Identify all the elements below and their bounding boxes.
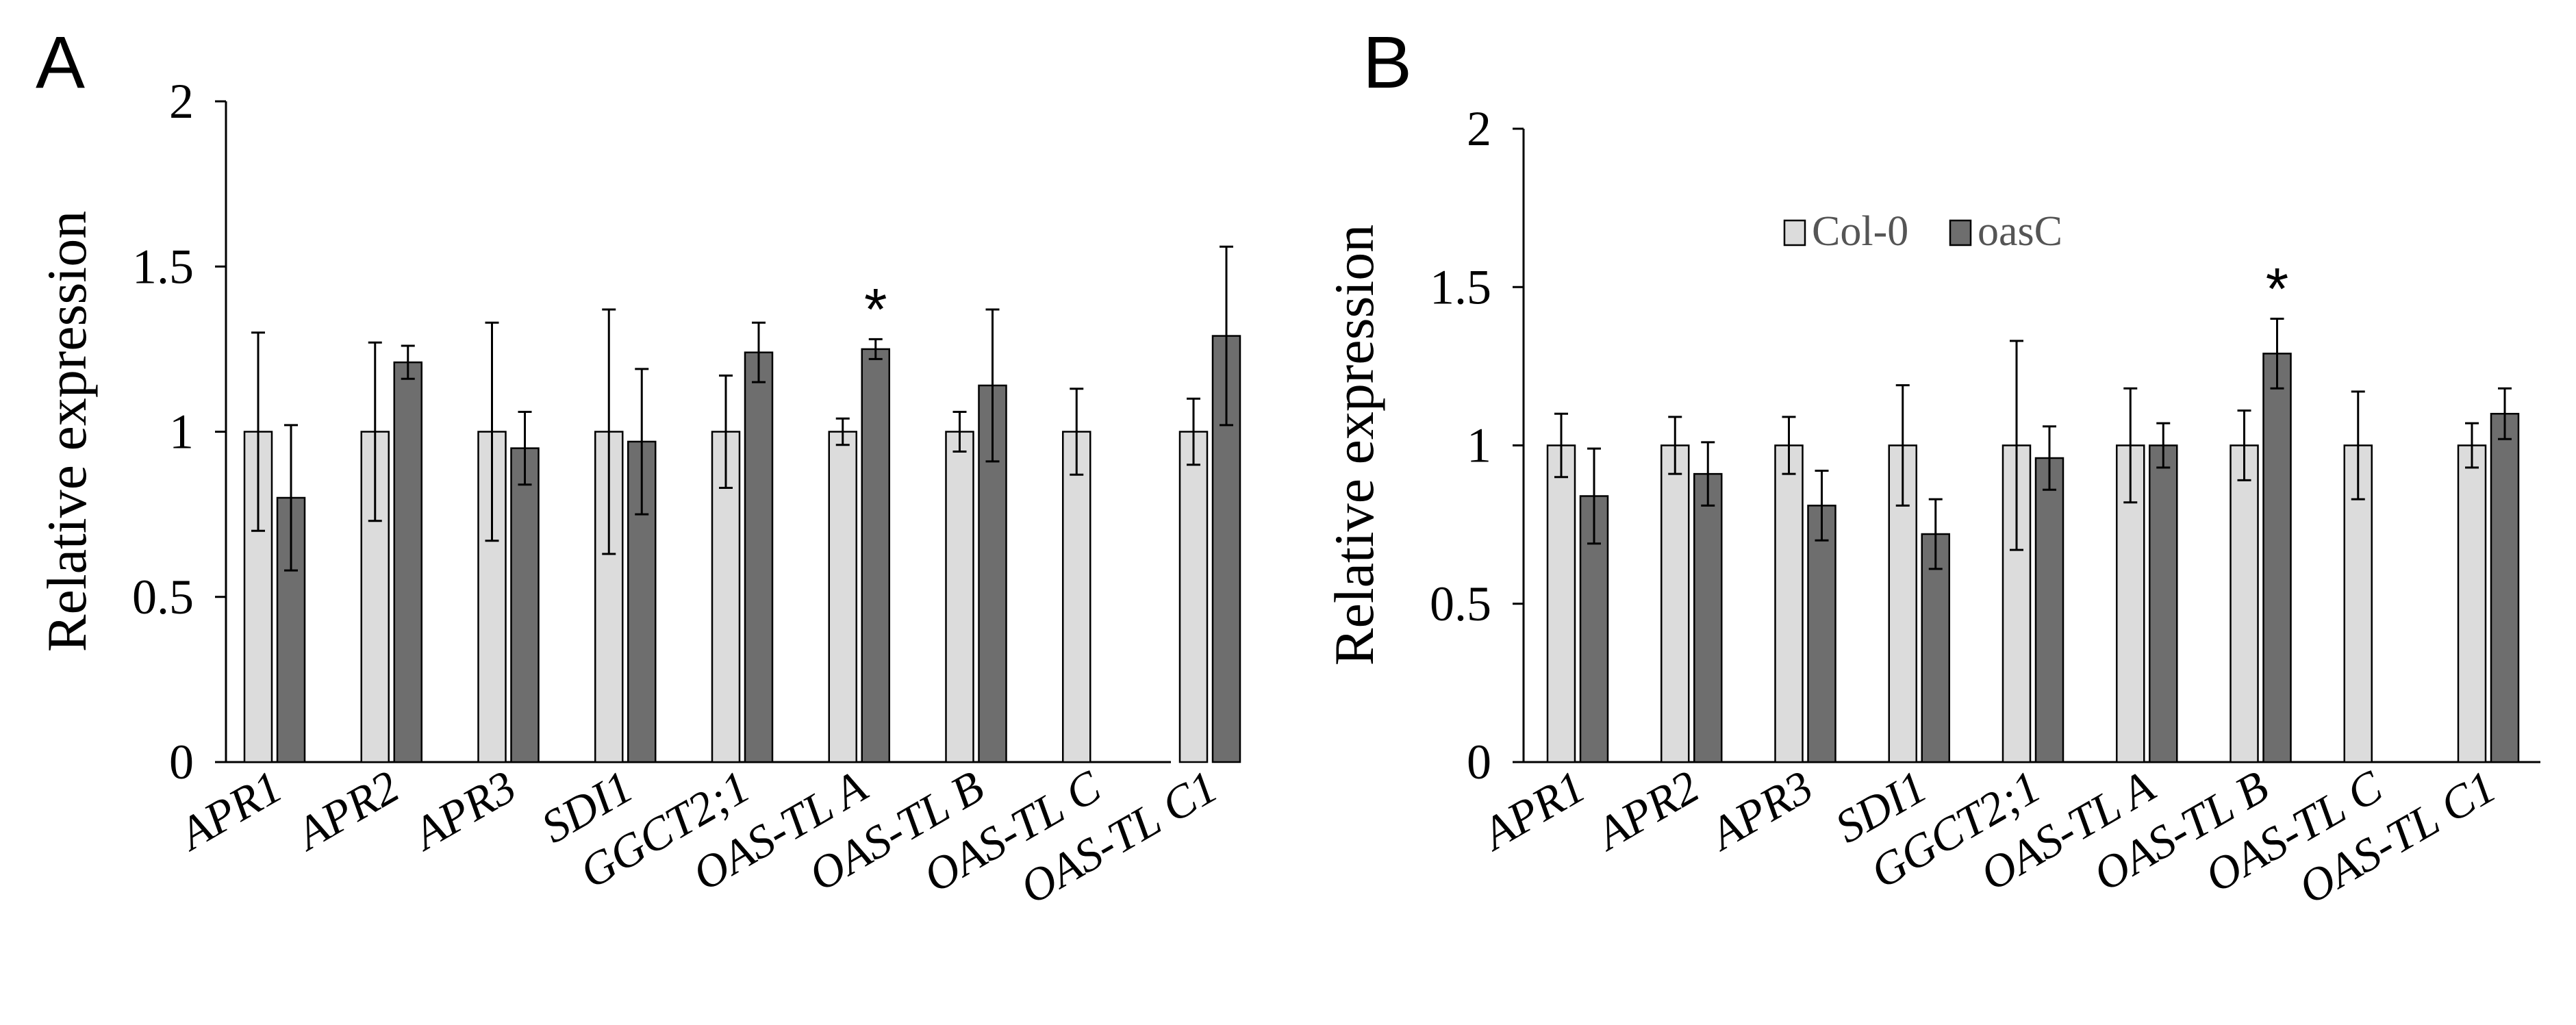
legend-label-oasc: oasC [1978, 208, 2062, 255]
panel-b-bar-apr3-oasc [1807, 505, 1836, 763]
panel-b-bar-apr1-col-0 [1546, 444, 1576, 763]
panel-b-bar-apr3-col-0 [1774, 444, 1804, 763]
panel-a-bar-oas-tl-a-col-0 [828, 431, 857, 763]
panel-a-y-tick-label: 0.5 [132, 570, 194, 624]
panel-b-letter: B [1363, 21, 1412, 103]
panel-b-significance-star: * [2266, 257, 2288, 322]
panel-b-y-tick-label: 0 [1467, 735, 1491, 789]
panel-a-y-tick-label: 0 [169, 735, 194, 789]
legend-label-col-0: Col-0 [1812, 208, 1908, 255]
panel-a-y-axis-label: Relative expression [36, 211, 98, 652]
panel-a-category-label-apr3: APR3 [402, 760, 525, 861]
panel-b-bar-apr2-col-0 [1660, 444, 1690, 763]
panel-a-bar-apr2-oasc [393, 361, 422, 763]
panel-b-bar-oas-tl-c1-col-0 [2457, 444, 2487, 763]
panel-a-significance-star: * [864, 277, 887, 342]
panel-b-y-tick-label: 2 [1467, 101, 1491, 156]
panel-b-bar-ggct2-1-oasc [2034, 457, 2064, 763]
panel-b-y-tick-label: 1.5 [1430, 260, 1491, 314]
panel-a-bar-apr2-col-0 [360, 431, 390, 763]
panel-a-bar-oas-tl-c1-col-0 [1178, 431, 1209, 763]
panel-a-category-label-apr2: APR2 [285, 760, 407, 861]
panel-a-bar-oas-tl-b-col-0 [945, 431, 974, 763]
panel-b-bar-oas-tl-a-oasc [2149, 444, 2178, 763]
panel-a-bar-oas-tl-c-col-0 [1062, 431, 1091, 763]
panel-b-bar-apr2-oasc [1693, 472, 1723, 763]
panel-b-y-tick-label: 0.5 [1430, 577, 1491, 631]
panel-a-y-tick-label: 1.5 [132, 239, 194, 294]
panel-b-y-axis-label: Relative expression [1323, 225, 1385, 666]
panel-a-bar-ggct2-1-oasc [744, 351, 774, 763]
legend: Col-0 oasC [1783, 208, 2062, 255]
panel-b-category-label-apr3: APR3 [1699, 760, 1821, 861]
panel-b-y-tick-label: 1 [1467, 418, 1491, 473]
panel-b-bar-oas-tl-c1-oasc [2490, 413, 2520, 763]
panel-a-letter: A [36, 21, 85, 103]
panel-b-category-label-apr2: APR2 [1585, 760, 1708, 861]
panel-a-y-tick-label: 1 [169, 405, 194, 459]
panel-a-bar-apr3-oasc [510, 447, 540, 763]
panel-b-bar-oas-tl-b-oasc [2262, 353, 2292, 763]
panel-a-bar-oas-tl-a-oasc [861, 348, 890, 763]
panel-a-y-tick-label: 2 [169, 74, 194, 129]
legend-swatch-col-0 [1783, 219, 1806, 246]
panel-b-bar-oas-tl-b-col-0 [2230, 444, 2259, 763]
legend-swatch-oasc [1949, 219, 1972, 246]
